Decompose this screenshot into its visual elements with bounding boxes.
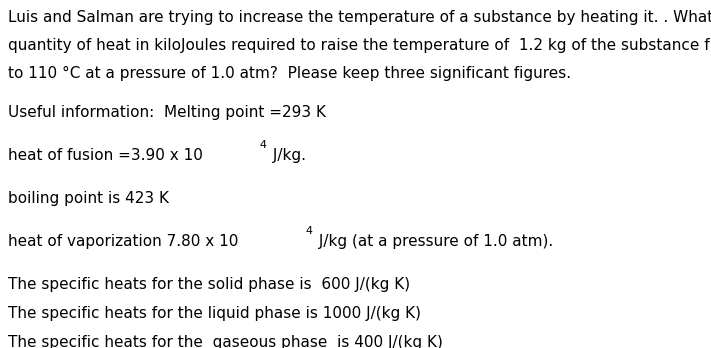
Text: to 110 °C at a pressure of 1.0 atm?  Please keep three significant figures.: to 110 °C at a pressure of 1.0 atm? Plea… — [8, 66, 571, 81]
Text: The specific heats for the solid phase is  600 J/(kg K): The specific heats for the solid phase i… — [8, 277, 410, 292]
Text: J/kg (at a pressure of 1.0 atm).: J/kg (at a pressure of 1.0 atm). — [314, 234, 553, 249]
Text: boiling point is 423 K: boiling point is 423 K — [8, 191, 169, 206]
Text: Luis and Salman are trying to increase the temperature of a substance by heating: Luis and Salman are trying to increase t… — [8, 10, 711, 25]
Text: 4: 4 — [260, 140, 267, 150]
Text: J/kg.: J/kg. — [268, 148, 306, 163]
Text: heat of fusion =3.90 x 10: heat of fusion =3.90 x 10 — [8, 148, 203, 163]
Text: The specific heats for the  gaseous phase  is 400 J/(kg K): The specific heats for the gaseous phase… — [8, 335, 443, 348]
Text: Useful information:  Melting point =293 K: Useful information: Melting point =293 K — [8, 105, 326, 120]
Text: heat of vaporization 7.80 x 10: heat of vaporization 7.80 x 10 — [8, 234, 238, 249]
Text: quantity of heat in kiloJoules required to raise the temperature of  1.2 kg of t: quantity of heat in kiloJoules required … — [8, 38, 711, 53]
Text: 4: 4 — [305, 226, 312, 236]
Text: The specific heats for the liquid phase is 1000 J/(kg K): The specific heats for the liquid phase … — [8, 306, 421, 321]
